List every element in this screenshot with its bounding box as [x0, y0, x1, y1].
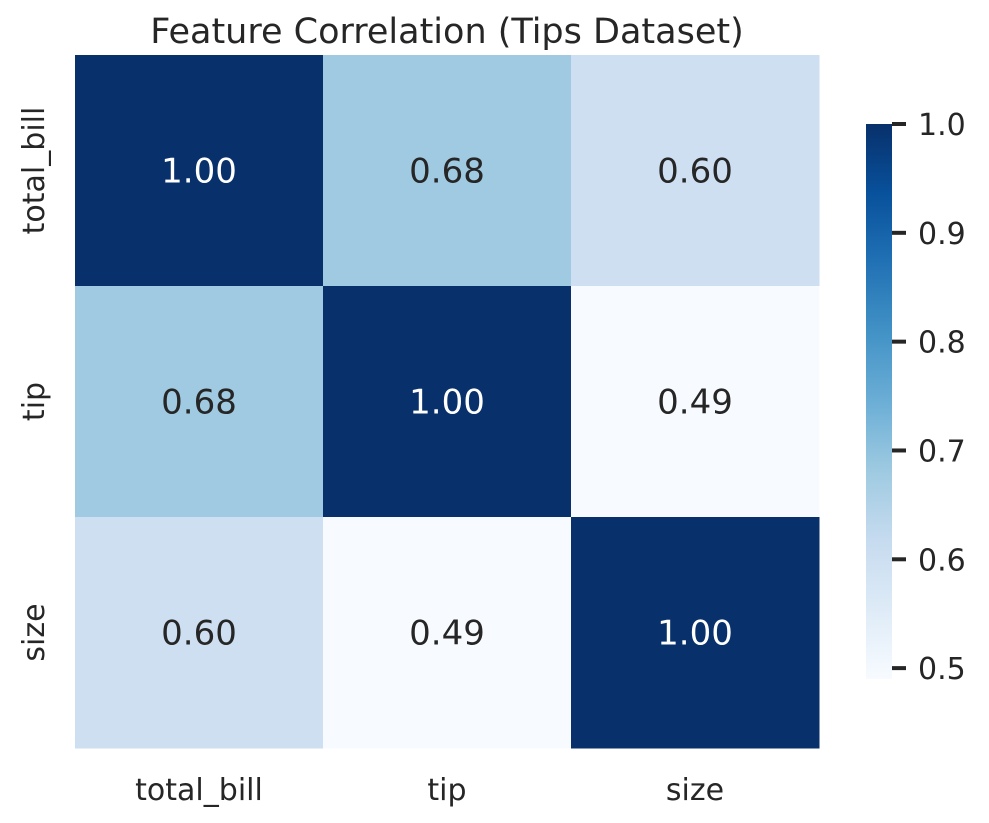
heatmap-cell-tip-tip: [323, 286, 572, 518]
cell-value-label: 0.60: [161, 614, 237, 654]
heatmap-cell-size-size: [571, 517, 820, 749]
heatmap-cell-total_bill-total_bill: [75, 55, 324, 287]
heatmap-cells: [75, 55, 820, 749]
colorbar-tick-label: 0.5: [918, 652, 966, 687]
heatmap-cell-size-tip: [323, 517, 572, 749]
y-tick-label: size: [17, 603, 52, 661]
cell-value-label: 0.49: [409, 614, 485, 654]
colorbar-tick-label: 0.8: [918, 326, 966, 361]
cell-value-label: 1.00: [161, 152, 237, 192]
x-tick-label: tip: [427, 773, 466, 808]
heatmap-cell-tip-size: [571, 286, 820, 518]
heatmap-cell-total_bill-size: [571, 55, 820, 287]
colorbar-tick-label: 0.7: [918, 434, 966, 469]
cell-value-label: 1.00: [657, 614, 733, 654]
cell-value-label: 0.68: [409, 152, 485, 192]
y-tick-label: tip: [17, 382, 52, 421]
cell-value-label: 0.68: [161, 383, 237, 423]
x-tick-label: total_bill: [135, 773, 263, 808]
x-axis-tick-labels: total_bill tip size: [135, 773, 724, 808]
cell-value-label: 0.49: [657, 383, 733, 423]
heatmap-cell-size-total_bill: [75, 517, 324, 749]
cell-value-label: 1.00: [409, 383, 485, 423]
heatmap-cell-total_bill-tip: [323, 55, 572, 287]
heatmap-cell-labels: 1.00 0.68 0.60 0.68 1.00 0.49 0.60 0.49 1.00: [161, 152, 733, 654]
colorbar-tick-label: 0.6: [918, 543, 966, 578]
cell-value-label: 0.60: [657, 152, 733, 192]
heatmap-cell-tip-total_bill: [75, 286, 324, 518]
colorbar-tick-label: 1.0: [918, 108, 966, 143]
colorbar-tick-label: 0.9: [918, 217, 966, 252]
y-tick-label: total_bill: [17, 107, 52, 235]
chart-title: Feature Correlation (Tips Dataset): [150, 12, 743, 52]
colorbar-ticks: 0.5 0.6 0.7 0.8 0.9 1.0: [892, 108, 966, 687]
colorbar: [866, 124, 892, 679]
x-tick-label: size: [666, 773, 724, 808]
